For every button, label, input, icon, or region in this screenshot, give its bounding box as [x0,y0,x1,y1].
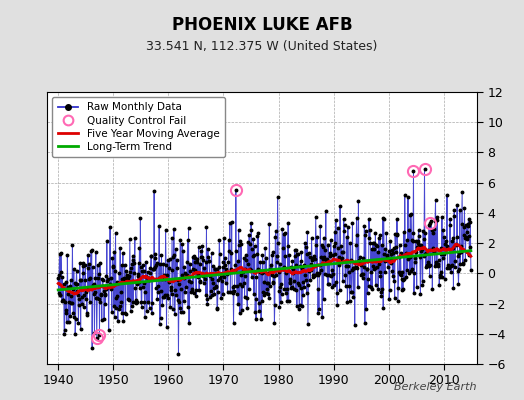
Text: 33.541 N, 112.375 W (United States): 33.541 N, 112.375 W (United States) [146,40,378,53]
Text: Berkeley Earth: Berkeley Earth [395,382,477,392]
Text: PHOENIX LUKE AFB: PHOENIX LUKE AFB [172,16,352,34]
Legend: Raw Monthly Data, Quality Control Fail, Five Year Moving Average, Long-Term Tren: Raw Monthly Data, Quality Control Fail, … [52,97,225,157]
